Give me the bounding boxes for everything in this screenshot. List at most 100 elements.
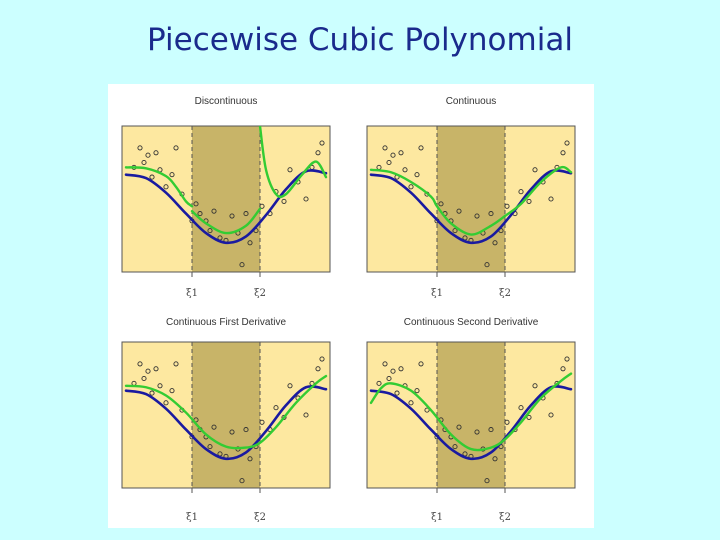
data-point <box>303 412 309 418</box>
data-point <box>287 167 293 173</box>
data-point <box>526 414 532 420</box>
data-point <box>243 211 249 217</box>
data-point <box>173 145 179 151</box>
panel-title: Continuous First Derivative <box>166 317 286 328</box>
data-point <box>169 388 175 394</box>
data-point <box>560 366 566 372</box>
middle-region <box>192 342 260 488</box>
data-point <box>247 240 253 246</box>
curves <box>369 372 573 461</box>
data-point <box>137 145 143 151</box>
panel-frame <box>366 341 576 489</box>
knot-label-2: ξ2 <box>254 288 266 299</box>
data-point <box>149 174 155 180</box>
data-point <box>532 167 538 173</box>
data-point <box>145 368 151 374</box>
fit-curve <box>124 166 194 208</box>
data-point <box>438 201 444 207</box>
data-point <box>488 211 494 217</box>
data-point <box>560 150 566 156</box>
data-point <box>229 429 235 435</box>
data-point <box>376 380 382 386</box>
knot-label-1: ξ1 <box>186 288 198 299</box>
data-point <box>452 444 458 450</box>
curves <box>369 165 573 245</box>
data-point <box>398 366 404 372</box>
true-curve <box>124 385 328 461</box>
data-point <box>382 361 388 367</box>
data-point <box>564 356 570 362</box>
data-point <box>197 211 203 217</box>
data-point <box>382 145 388 151</box>
fit-curve <box>369 372 573 452</box>
data-point <box>145 152 151 158</box>
data-point <box>492 456 498 462</box>
data-point <box>259 203 265 209</box>
data-point <box>239 262 245 268</box>
data-point <box>211 208 217 214</box>
knot-label-1: ξ1 <box>431 288 443 299</box>
data-point <box>474 213 480 219</box>
panel-title: Continuous Second Derivative <box>404 317 539 328</box>
panel-4: Continuous Second Derivative ξ1 ξ2 <box>366 317 576 523</box>
data-point <box>243 427 249 433</box>
true-curve <box>124 169 328 245</box>
data-point <box>492 240 498 246</box>
data-point <box>281 198 287 204</box>
data-point <box>390 152 396 158</box>
data-point <box>229 213 235 219</box>
data-point <box>414 172 420 178</box>
data-point <box>163 184 169 190</box>
curves <box>124 374 328 461</box>
data-point <box>484 262 490 268</box>
fit-curve <box>190 207 262 235</box>
panel-title: Discontinuous <box>195 96 258 107</box>
data-point <box>315 150 321 156</box>
data-point <box>193 201 199 207</box>
data-point <box>526 198 532 204</box>
data-point <box>287 383 293 389</box>
data-point <box>488 427 494 433</box>
panel-3: Continuous First Derivative ξ1 ξ2 <box>121 317 331 523</box>
spline-figure: Discontinuous ξ1 ξ2 Continuous ξ1 ξ2 Continuou… <box>108 84 594 528</box>
panel-title: Continuous <box>446 96 497 107</box>
data-point <box>153 366 159 372</box>
middle-region <box>437 126 505 272</box>
data-point <box>239 478 245 484</box>
panel-frame <box>121 125 331 273</box>
fit-curve <box>369 165 573 236</box>
knot-label-2: ξ2 <box>499 288 511 299</box>
data-point <box>456 424 462 430</box>
data-point <box>452 228 458 234</box>
slide-title: Piecewise Cubic Polynomial <box>147 22 573 58</box>
data-point <box>273 405 279 411</box>
curves <box>124 126 328 245</box>
panel-2: Continuous ξ1 ξ2 <box>366 96 576 299</box>
data-point <box>518 189 524 195</box>
data-point <box>207 228 213 234</box>
data-point <box>173 361 179 367</box>
fit-curve <box>258 126 328 199</box>
data-point <box>319 140 325 146</box>
middle-region <box>437 342 505 488</box>
data-point <box>418 145 424 151</box>
data-point <box>149 390 155 396</box>
knot-label-2: ξ2 <box>254 512 266 523</box>
data-point <box>137 361 143 367</box>
data-point <box>141 375 147 382</box>
data-point <box>518 405 524 411</box>
data-point <box>207 444 213 450</box>
data-point <box>564 140 570 146</box>
middle-region <box>192 126 260 272</box>
data-point <box>141 159 147 166</box>
data-point <box>532 383 538 389</box>
data-point <box>548 412 554 418</box>
data-point <box>548 196 554 202</box>
data-point <box>408 184 414 190</box>
panel-frame <box>366 125 576 273</box>
data-point <box>394 390 400 396</box>
data-point <box>386 375 392 382</box>
panel-frame <box>121 341 331 489</box>
data-point <box>402 167 408 173</box>
